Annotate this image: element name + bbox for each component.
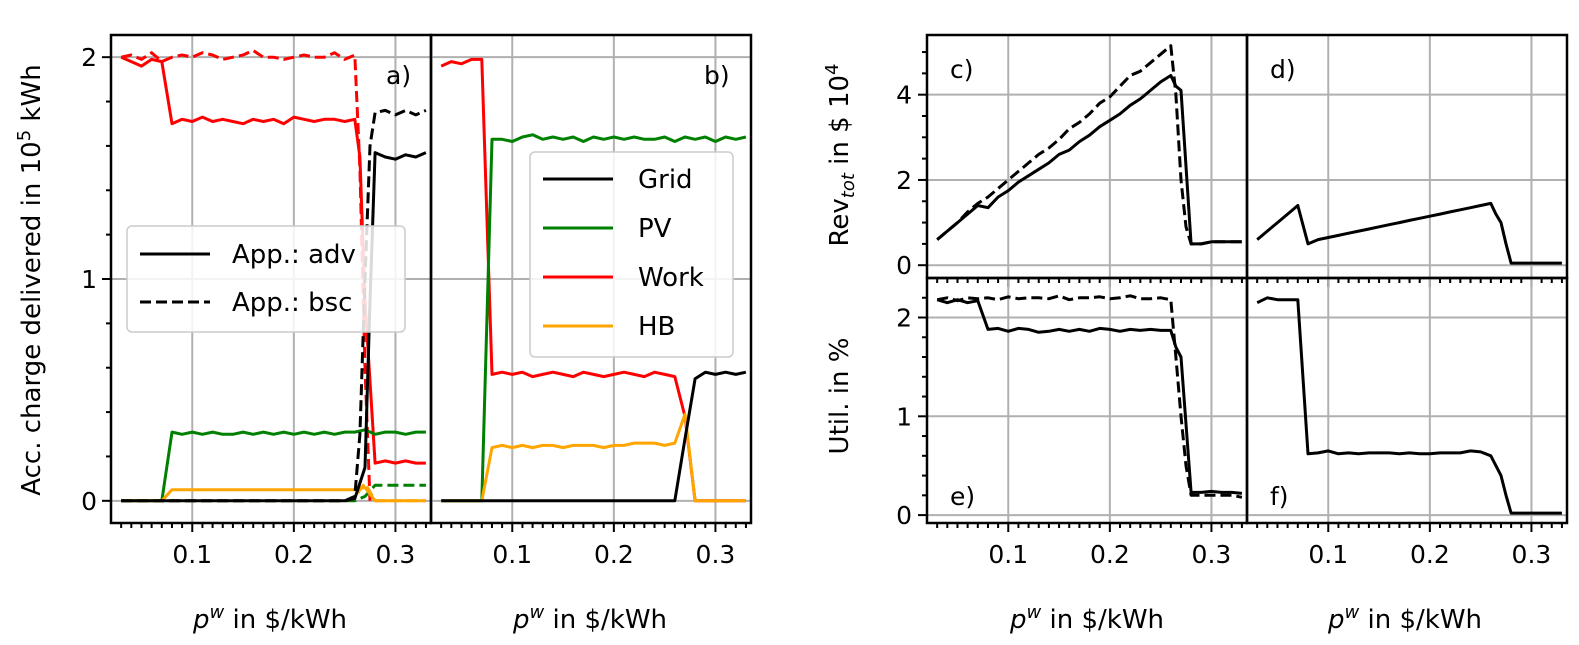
x-tick-label-0: 0.1 [988,540,1028,569]
y-tick-label-2: 2 [81,43,97,72]
legend-grid-label: Grid [638,165,693,195]
y-tick-label-0: 0 [896,501,912,530]
y-axis-title-utilization: Util. in % [825,338,855,455]
series-line-1 [936,294,1243,499]
series-group [440,57,747,503]
x-tick-label-1: 0.2 [594,540,634,569]
axes-frame [1245,276,1569,525]
y-tick-label-2: 4 [896,81,912,110]
series-line-1 [441,133,747,503]
y-tick-label-2: 2 [896,304,912,333]
panel-e: 0.1 0.2 0.3 0 1 2 e) [896,276,1249,569]
panel-tag: c) [950,55,974,84]
y-axis-title-charge: Acc. charge delivered in 105 kWh [14,64,47,495]
y-tick-label-1: 1 [81,265,97,294]
x-tick-label-1: 0.2 [1090,540,1130,569]
series-line-0 [936,298,1243,495]
x-tick-label-0: 0.1 [172,540,212,569]
series-line-7 [121,108,427,503]
panel-tag: b) [704,61,730,90]
x-tick-label-1: 0.2 [1410,540,1450,569]
legend-hb-label: HB [638,312,675,342]
x-tick-label-2: 0.3 [1192,540,1232,569]
series-line-1 [120,49,372,501]
panel-tag: e) [950,482,975,511]
axes-frame [429,33,753,525]
x-tick-label-1: 0.2 [274,540,314,569]
legend-work-label: Work [638,263,704,293]
x-axis-title-f: pw in $/kWh [1327,602,1482,635]
x-tick-label-2: 0.3 [1512,540,1552,569]
panel-d: d) [1245,33,1569,287]
series-line-0 [936,74,1242,246]
axes-frame [925,33,1249,280]
x-tick-label-2: 0.3 [376,540,416,569]
panel-c: 0 2 4 c) [896,33,1249,287]
x-tick-label-2: 0.3 [696,540,736,569]
x-tick-label-0: 0.1 [1308,540,1348,569]
y-axis-title-revenue: Revtot in $ 104 [822,64,859,247]
x-tick-label-0: 0.1 [492,540,532,569]
series-line-3 [121,483,426,503]
x-axis-title-b: pw in $/kWh [512,602,667,635]
series-group [1256,201,1562,265]
series-line-2 [441,412,746,503]
legend-source-frame [529,151,734,358]
y-tick-label-1: 1 [896,402,912,431]
legend-approach-bsc-label: App.: bsc [232,288,352,318]
series-line-2 [121,428,426,503]
series-line-1 [936,44,1242,246]
panel-f: 0.1 0.2 0.3 f) [1245,276,1569,569]
y-tick-label-0: 0 [896,251,912,280]
panel-tag: f) [1270,482,1289,511]
series-group [120,49,427,503]
series-group [936,294,1243,499]
series-line-0 [1256,201,1562,265]
series-line-0 [1256,296,1562,515]
series-group [936,44,1242,246]
series-line-4 [121,486,426,503]
legend-source: Grid PV Work HB [529,151,734,358]
x-axis-title-a: pw in $/kWh [192,602,347,635]
series-line-3 [441,370,747,503]
panel-tag: d) [1270,55,1296,84]
series-line-0 [120,55,426,465]
legend-pv-label: PV [638,214,672,244]
series-group [1256,296,1562,515]
legend-approach-adv-label: App.: adv [232,240,356,270]
x-axis-title-e: pw in $/kWh [1009,602,1164,635]
panel-tag: a) [386,61,411,90]
y-tick-label-0: 0 [81,487,97,516]
y-tick-label-1: 2 [896,166,912,195]
legend-approach: App.: adv App.: bsc [126,225,406,333]
